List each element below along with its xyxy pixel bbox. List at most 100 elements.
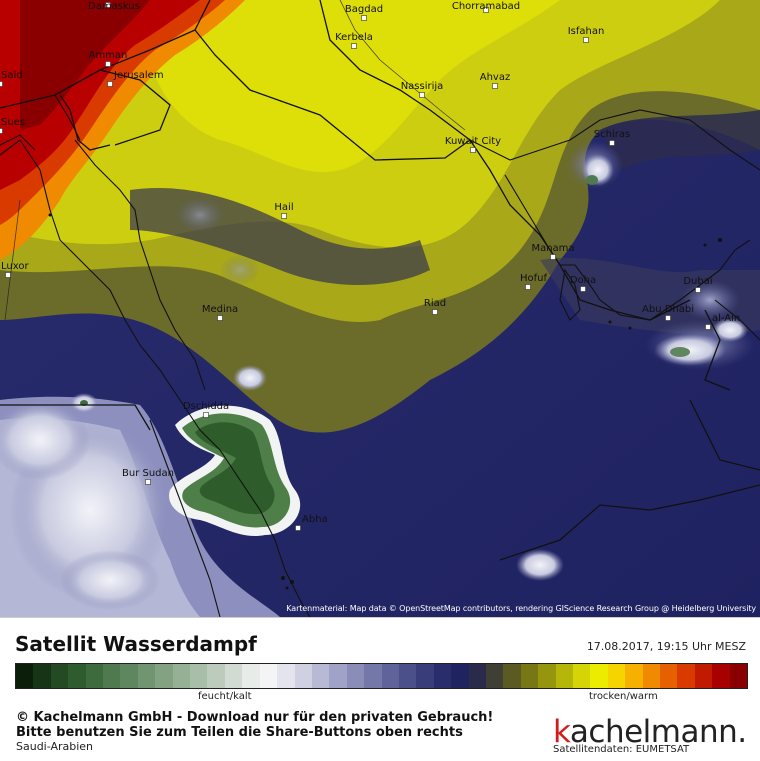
- scale-swatch: [451, 664, 469, 688]
- scale-swatch: [538, 664, 556, 688]
- city-marker: [351, 43, 357, 49]
- data-source: Satellitendaten: EUMETSAT: [553, 744, 690, 755]
- city-marker: [145, 479, 151, 485]
- city-label: Bagdad: [345, 4, 383, 15]
- city-marker: [705, 324, 711, 330]
- city-marker: [583, 37, 589, 43]
- scale-swatch: [607, 664, 626, 688]
- city-marker: [0, 128, 3, 134]
- kachelmann-logo[interactable]: kachelmann.: [553, 714, 747, 750]
- scale-swatch: [729, 664, 748, 688]
- city-label: Amman: [89, 50, 128, 61]
- scale-swatch: [468, 664, 486, 688]
- scale-swatch: [120, 664, 138, 688]
- scale-label-moist: feucht/kalt: [198, 691, 252, 702]
- city-label: Bur Sudan: [122, 468, 174, 479]
- city-marker: [665, 315, 671, 321]
- city-marker: [105, 2, 111, 8]
- scale-swatch: [590, 664, 608, 688]
- scale-label-dry: trocken/warm: [589, 691, 658, 702]
- city-marker: [105, 61, 111, 67]
- scale-swatch: [294, 664, 312, 688]
- water-vapour-image: Damaskus Bagdad Chorramabad Kerbela Isfahan A…: [0, 0, 760, 617]
- city-markers: Damaskus Bagdad Chorramabad Kerbela Isfahan A…: [0, 1, 740, 531]
- copyright-notice: © Kachelmann GmbH - Download nur für den…: [16, 710, 493, 740]
- city-marker: [5, 272, 11, 278]
- city-marker: [492, 83, 498, 89]
- city-label: Riad: [424, 298, 446, 309]
- scale-swatch: [694, 664, 713, 688]
- legend-footer: Satellit Wasserdampf 17.08.2017, 19:15 U…: [0, 617, 760, 761]
- scale-swatch: [485, 664, 504, 688]
- city-label: Doha: [570, 275, 596, 286]
- scale-swatch: [242, 664, 260, 688]
- city-label: Dschidda: [183, 401, 229, 412]
- city-marker: [470, 147, 476, 153]
- scale-swatch: [311, 664, 330, 688]
- country-borders: [0, 0, 760, 561]
- scale-swatch: [364, 664, 382, 688]
- city-label: Jerusalem: [113, 70, 164, 81]
- city-label: Said: [1, 70, 23, 81]
- city-label: Ahvaz: [480, 72, 510, 83]
- city-label: Schiras: [594, 129, 630, 140]
- map-credit: Kartenmaterial: Map data © OpenStreetMap…: [286, 604, 756, 613]
- scale-swatch: [68, 664, 86, 688]
- scale-swatch: [155, 664, 173, 688]
- scale-swatch: [259, 664, 278, 688]
- city-marker: [281, 213, 287, 219]
- scale-swatch: [503, 664, 521, 688]
- city-marker: [580, 286, 586, 292]
- city-label: Sues: [1, 117, 25, 128]
- city-label: Isfahan: [568, 26, 605, 37]
- scale-swatch: [329, 664, 347, 688]
- scale-swatch: [573, 664, 591, 688]
- city-marker: [432, 309, 438, 315]
- scale-swatch: [50, 664, 69, 688]
- city-marker: [483, 7, 489, 13]
- scale-swatch: [137, 664, 156, 688]
- scale-swatch: [190, 664, 208, 688]
- city-label: Abu Dhabi: [642, 304, 694, 315]
- city-marker: [550, 254, 556, 260]
- scale-swatch: [433, 664, 452, 688]
- city-label: Medina: [202, 304, 238, 315]
- scale-swatch: [85, 664, 104, 688]
- logo-k: k: [553, 714, 570, 750]
- scale-swatch: [103, 664, 121, 688]
- scale-swatch: [381, 664, 399, 688]
- city-label: Damaskus: [88, 1, 140, 12]
- scale-swatch: [660, 664, 678, 688]
- scale-swatch: [33, 664, 51, 688]
- scale-swatch: [677, 664, 695, 688]
- logo-rest: achelmann.: [569, 714, 747, 750]
- scale-swatch: [277, 664, 295, 688]
- city-marker: [609, 140, 615, 146]
- scale-swatch: [520, 664, 539, 688]
- scale-swatch: [712, 664, 730, 688]
- city-label: al-Ain: [712, 313, 740, 324]
- city-marker: [107, 81, 113, 87]
- city-marker: [203, 412, 209, 418]
- city-label: Manama: [531, 243, 574, 254]
- city-label: Kuwait City: [445, 136, 501, 147]
- scale-swatch: [224, 664, 243, 688]
- color-scale: [15, 663, 748, 689]
- region-name: Saudi-Arabien: [16, 740, 94, 753]
- city-label: Hail: [274, 202, 293, 213]
- city-marker: [419, 92, 425, 98]
- scale-swatch: [398, 664, 417, 688]
- timestamp: 17.08.2017, 19:15 Uhr MESZ: [586, 640, 746, 653]
- scale-swatch: [172, 664, 191, 688]
- satellite-map: Damaskus Bagdad Chorramabad Kerbela Isfahan A…: [0, 0, 760, 617]
- city-label: Dubai: [683, 276, 712, 287]
- city-marker: [695, 287, 701, 293]
- copyright-line-2: Bitte benutzen Sie zum Teilen die Share-…: [16, 725, 463, 740]
- city-label: Nassirija: [401, 81, 444, 92]
- scale-swatch: [416, 664, 434, 688]
- coastlines: [0, 94, 760, 617]
- rivers: [4, 0, 466, 321]
- scale-swatch: [346, 664, 365, 688]
- scale-swatch: [555, 664, 573, 688]
- city-label: Luxor: [1, 261, 29, 272]
